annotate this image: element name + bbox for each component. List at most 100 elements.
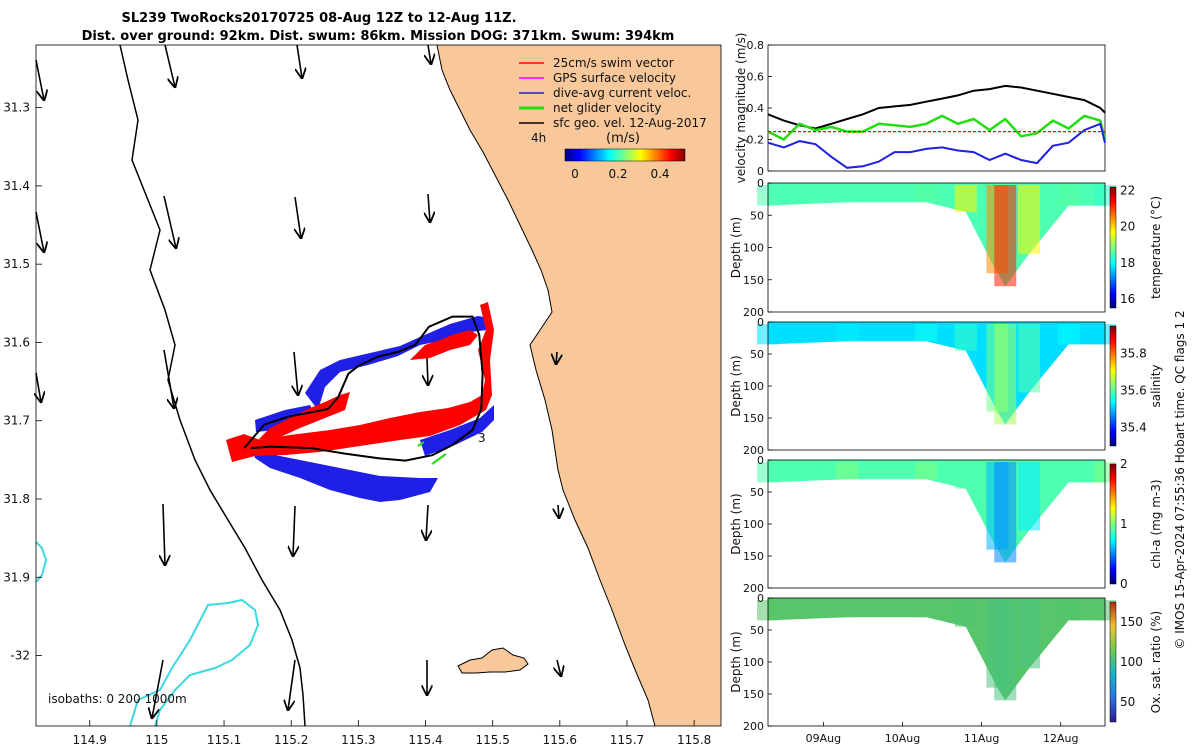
velocity-ytick-label: 0.2 bbox=[747, 134, 765, 147]
velocity-ytick-label: 0.6 bbox=[747, 71, 765, 84]
speed-colorbar bbox=[564, 148, 686, 162]
footer-side-text: © IMOS 15-Apr-2024 07:55:36 Hobart time.… bbox=[1173, 310, 1187, 649]
map-ytick-label: 31.8 bbox=[3, 492, 30, 506]
sfc-arrow bbox=[294, 351, 298, 395]
legend-label-gps: GPS surface velocity bbox=[553, 71, 676, 85]
map-xtick-label: 115.8 bbox=[677, 733, 711, 747]
swim-swath bbox=[258, 392, 350, 440]
section-ytick-label: 150 bbox=[743, 412, 764, 425]
sfc-arrow bbox=[297, 44, 302, 78]
map-xtick-label: 115 bbox=[145, 733, 168, 747]
sfc-arrow bbox=[163, 349, 174, 408]
map-panel: 3 isobaths: 0 200 1000m 25cm/s swim vect… bbox=[3, 44, 722, 747]
map-ytick-label: 31.5 bbox=[3, 257, 30, 271]
velocity-panel: 0 0.2 0.4 0.6 0.8 velocity magnitude (m/s) bbox=[734, 33, 1107, 184]
section-ylabel: Depth (m) bbox=[729, 217, 743, 278]
section-ytick-label: 150 bbox=[743, 688, 764, 701]
legend-label-diveavg: dive-avg current veloc. bbox=[553, 86, 691, 100]
isobath-200m bbox=[119, 45, 306, 726]
section-ytick-label: 0 bbox=[757, 592, 764, 605]
section-ytick-label: 150 bbox=[743, 550, 764, 563]
isobath-1000m-loop bbox=[129, 598, 260, 726]
section-ytick-label: 150 bbox=[743, 274, 764, 287]
map-xtick-label: 114.9 bbox=[73, 733, 107, 747]
velocity-series bbox=[767, 84, 1107, 169]
map-ytick-label: 31.7 bbox=[3, 414, 30, 428]
section-panel: 0 50 100 150 200 Depth (m) 50 100 150 Ox. sat. ra… bbox=[729, 592, 1163, 733]
section-ytick-label: 0 bbox=[757, 177, 764, 190]
colorbar-tick-label: 35.6 bbox=[1120, 384, 1147, 398]
section-ytick-label: 100 bbox=[743, 656, 764, 669]
velocity-ytick-label: 0.4 bbox=[747, 102, 765, 115]
section-ytick-label: 100 bbox=[743, 380, 764, 393]
sfc-arrow bbox=[164, 44, 175, 87]
map-ytick-label: 31.9 bbox=[3, 570, 30, 584]
colorbar-label: Ox. sat. ratio (%) bbox=[1149, 611, 1163, 713]
colorbar-tick-label: 1 bbox=[1120, 517, 1128, 531]
map-frame bbox=[35, 44, 722, 727]
date-tick-label: 10Aug bbox=[885, 732, 920, 745]
section-ytick-label: 200 bbox=[743, 306, 764, 319]
sfc-arrow bbox=[36, 372, 41, 402]
date-tick-label: 09Aug bbox=[806, 732, 841, 745]
sfc-arrow bbox=[35, 59, 44, 100]
swim-swath bbox=[410, 330, 478, 360]
title-line-2: Dist. over ground: 92km. Dist. swum: 86k… bbox=[82, 29, 675, 44]
colorbar-tick-label: 22 bbox=[1120, 184, 1135, 198]
colorbar-tick: 0 bbox=[571, 167, 579, 181]
section-ytick-label: 100 bbox=[743, 518, 764, 531]
sfc-arrow bbox=[295, 196, 301, 238]
sfc-arrow bbox=[556, 351, 557, 364]
date-tick-label: 11Aug bbox=[964, 732, 999, 745]
section-ytick-label: 200 bbox=[743, 444, 764, 457]
section-colorbar bbox=[1109, 601, 1117, 723]
sfc-arrow bbox=[426, 504, 428, 540]
section-colorbar bbox=[1109, 186, 1117, 309]
coastline bbox=[436, 45, 656, 726]
colorbar-tick-label: 35.4 bbox=[1120, 421, 1147, 435]
section-panel: 0 50 100 150 200 Depth (m) 16 18 20 22 temperature… bbox=[729, 177, 1163, 319]
map-xtick-label: 115.4 bbox=[408, 733, 442, 747]
map-ytick-label: 31.4 bbox=[3, 179, 30, 193]
section-panel: 0 50 100 150 200 Depth (m) 0 1 2 chl-a (mg m-3) bbox=[729, 454, 1163, 595]
isobaths-label: isobaths: 0 200 1000m bbox=[48, 692, 187, 706]
glider-track bbox=[243, 315, 484, 462]
colorbar-tick-label: 18 bbox=[1120, 256, 1135, 270]
glider-label: 3 bbox=[478, 431, 486, 445]
sfc-arrow bbox=[163, 503, 165, 565]
legend-units: (m/s) bbox=[606, 131, 640, 146]
land-mainland bbox=[437, 45, 721, 726]
legend-interval: 4h bbox=[531, 131, 546, 145]
colorbar-tick-label: 20 bbox=[1120, 220, 1135, 234]
map-xtick-label: 115.5 bbox=[475, 733, 509, 747]
velocity-series-line bbox=[767, 122, 1106, 169]
colorbar-tick: 0.4 bbox=[650, 167, 669, 181]
land-island bbox=[457, 647, 529, 674]
sfc-arrow bbox=[428, 193, 430, 222]
colorbar-tick-label: 35.8 bbox=[1120, 347, 1147, 361]
swim-vector-swath bbox=[226, 302, 494, 462]
section-ytick-label: 50 bbox=[750, 209, 764, 222]
map-xtick-label: 115.2 bbox=[274, 733, 308, 747]
map-xtick-label: 115.1 bbox=[207, 733, 241, 747]
section-ytick-label: 200 bbox=[743, 720, 764, 733]
net-velocity-arrow bbox=[431, 453, 447, 465]
surface-geostrophic-arrows bbox=[35, 44, 561, 718]
legend-label-swim: 25cm/s swim vector bbox=[553, 56, 674, 70]
sfc-arrow bbox=[163, 195, 176, 248]
velocity-ylabel: velocity magnitude (m/s) bbox=[734, 33, 748, 184]
sfc-arrow bbox=[35, 211, 44, 252]
velocity-ticks: 0 0.2 0.4 0.6 0.8 bbox=[747, 39, 772, 178]
sfc-arrow bbox=[558, 504, 559, 518]
current-swath bbox=[250, 440, 438, 502]
section-ytick-label: 0 bbox=[757, 454, 764, 467]
map-xtick-label: 115.6 bbox=[543, 733, 577, 747]
sfc-arrow bbox=[288, 659, 296, 710]
title-line-1: SL239 TwoRocks20170725 08-Aug 12Z to 12-… bbox=[121, 11, 516, 26]
section-ytick-label: 50 bbox=[750, 348, 764, 361]
sfc-arrow bbox=[152, 659, 164, 718]
colorbar-tick-label: 2 bbox=[1120, 457, 1128, 471]
section-panel: 0 50 100 150 200 Depth (m) 35.4 35.6 35.8salinit… bbox=[729, 316, 1163, 457]
section-ylabel: Depth (m) bbox=[729, 355, 743, 416]
section-colorbar bbox=[1109, 325, 1117, 447]
